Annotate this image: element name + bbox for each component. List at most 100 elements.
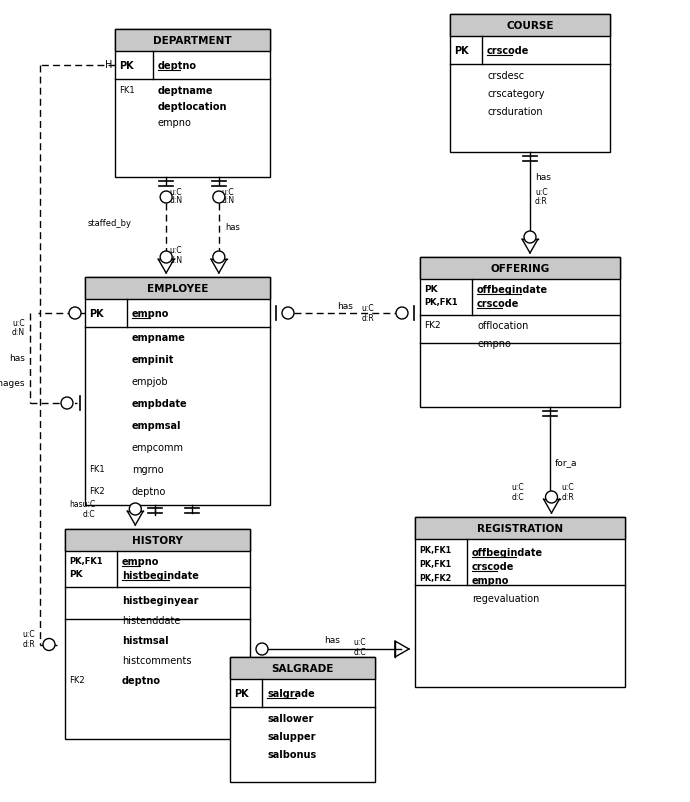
Text: PK,FK1: PK,FK1 (69, 557, 103, 565)
Text: u:C: u:C (562, 482, 574, 492)
Text: REGISTRATION: REGISTRATION (477, 524, 563, 533)
Text: histmsal: histmsal (122, 635, 168, 645)
Text: d:C: d:C (83, 509, 95, 518)
Text: histcomments: histcomments (122, 655, 192, 665)
Text: u:C: u:C (169, 188, 181, 196)
Text: histbeginyear: histbeginyear (122, 595, 199, 606)
Text: regevaluation: regevaluation (472, 593, 540, 603)
Circle shape (282, 308, 294, 320)
Text: has: has (337, 302, 353, 310)
Bar (85, 277, 270, 300)
Text: OFFERING: OFFERING (491, 264, 550, 273)
Text: FK2: FK2 (69, 675, 85, 684)
Text: has: has (9, 354, 25, 363)
Text: PK: PK (89, 309, 104, 318)
Text: has: has (324, 635, 340, 644)
Text: PK: PK (424, 285, 437, 294)
Text: EMPLOYEE: EMPLOYEE (147, 284, 208, 294)
Text: d:R: d:R (22, 640, 35, 649)
Circle shape (43, 638, 55, 650)
Circle shape (160, 252, 172, 264)
Text: PK,FK1: PK,FK1 (419, 545, 451, 554)
Text: crscode: crscode (472, 561, 514, 571)
Text: PK,FK2: PK,FK2 (419, 573, 451, 582)
Text: has: has (535, 172, 551, 182)
Text: u:C: u:C (22, 630, 35, 638)
Text: deptno: deptno (122, 675, 161, 685)
Text: offbegindate: offbegindate (477, 285, 548, 294)
Text: sallower: sallower (267, 713, 313, 723)
Bar (230, 657, 375, 679)
Text: d:N: d:N (12, 327, 25, 337)
Circle shape (129, 504, 141, 516)
Text: has: has (225, 223, 239, 233)
Circle shape (524, 232, 536, 244)
Bar (230, 657, 375, 782)
Text: FK1: FK1 (89, 464, 105, 473)
Text: empno: empno (477, 338, 511, 349)
Circle shape (160, 192, 172, 204)
Bar (415, 517, 625, 539)
Text: SALGRADE: SALGRADE (271, 663, 334, 673)
Text: FK1: FK1 (119, 86, 135, 95)
Text: d:R: d:R (562, 492, 574, 501)
Circle shape (396, 308, 408, 320)
Bar (415, 517, 625, 687)
Text: for_a: for_a (555, 458, 578, 467)
Text: offbegindate: offbegindate (472, 547, 543, 557)
Text: mgrno: mgrno (132, 464, 164, 475)
Text: PK: PK (119, 61, 134, 71)
Text: crsduration: crsduration (487, 107, 542, 117)
Text: d:N: d:N (222, 196, 235, 205)
Circle shape (546, 492, 558, 504)
Text: HISTORY: HISTORY (132, 535, 183, 545)
Text: u:C: u:C (354, 638, 366, 646)
Bar (420, 257, 620, 407)
Text: u:C: u:C (222, 188, 235, 196)
Text: empno: empno (132, 309, 169, 318)
Text: H: H (105, 60, 112, 70)
Text: FK2: FK2 (424, 321, 441, 330)
Text: crsdesc: crsdesc (487, 71, 524, 81)
Text: empno: empno (472, 575, 509, 585)
Text: empname: empname (132, 333, 186, 342)
Circle shape (213, 252, 225, 264)
Text: histbegindate: histbegindate (122, 570, 199, 581)
Circle shape (213, 192, 225, 204)
Circle shape (61, 398, 73, 410)
Text: d:N: d:N (169, 196, 182, 205)
Text: offlocation: offlocation (477, 321, 529, 330)
Text: salbonus: salbonus (267, 749, 316, 759)
Text: u:C: u:C (535, 188, 548, 196)
Text: salupper: salupper (267, 731, 315, 741)
Bar (65, 529, 250, 551)
Text: PK,FK1: PK,FK1 (424, 298, 457, 306)
Text: u:C: u:C (169, 245, 181, 255)
Text: d:R: d:R (362, 314, 375, 322)
Text: d:C: d:C (354, 647, 366, 656)
Text: PK: PK (69, 569, 83, 578)
Text: deptno: deptno (132, 486, 166, 496)
Text: empcomm: empcomm (132, 443, 184, 452)
Text: FK2: FK2 (89, 486, 105, 496)
Text: empmsal: empmsal (132, 420, 181, 431)
Text: salgrade: salgrade (267, 688, 315, 698)
Text: empjob: empjob (132, 376, 168, 387)
Text: empno: empno (158, 118, 192, 128)
Text: PK: PK (234, 688, 248, 698)
Text: manages: manages (0, 379, 25, 388)
Text: crscode: crscode (477, 298, 520, 309)
Text: d:R: d:R (535, 196, 548, 206)
Text: deptno: deptno (158, 61, 197, 71)
Text: empinit: empinit (132, 354, 175, 365)
Text: histenddate: histenddate (122, 615, 180, 626)
Text: empbdate: empbdate (132, 399, 188, 408)
Text: u:C: u:C (511, 482, 524, 492)
Text: DEPARTMENT: DEPARTMENT (153, 36, 232, 46)
Circle shape (69, 308, 81, 320)
Bar (85, 277, 270, 505)
Text: u:C: u:C (362, 304, 374, 313)
Bar (65, 529, 250, 739)
Text: d:N: d:N (169, 256, 182, 265)
Text: crscategory: crscategory (487, 89, 544, 99)
